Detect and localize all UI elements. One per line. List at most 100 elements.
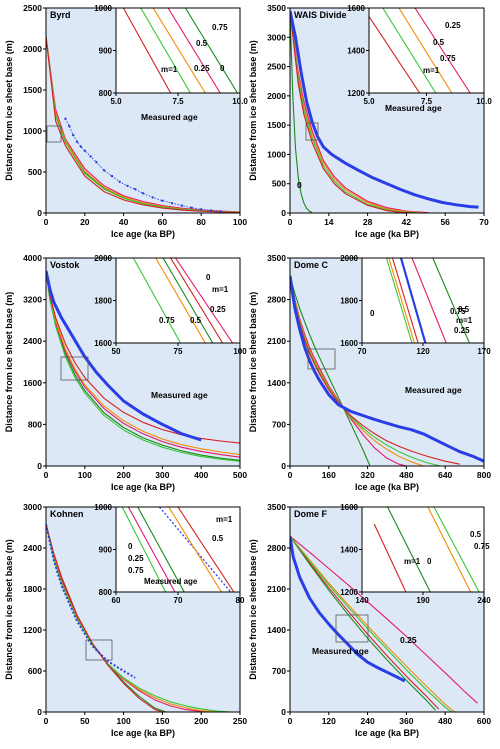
inset-x-tick-label: 10.0 <box>232 97 248 106</box>
inset-line-0-75 <box>433 507 480 592</box>
inset-y-tick-label: 1800 <box>94 297 112 306</box>
inset-line-0-75 <box>121 507 167 592</box>
inset-label: 0.5 <box>196 39 208 48</box>
inset-label: 0.5 <box>458 305 470 314</box>
inset-line-0-75 <box>132 258 181 343</box>
x-tick-label: 40 <box>119 217 129 227</box>
x-axis-label: Ice age (ka BP) <box>355 482 419 492</box>
y-tick-label: 0 <box>281 707 286 717</box>
x-tick-label: 240 <box>361 716 375 726</box>
x-tick-label: 400 <box>194 470 208 480</box>
inset-x-tick-label: 100 <box>233 347 247 356</box>
inset-x-tick-label: 140 <box>355 596 369 605</box>
annotation-label: 0 <box>297 180 302 190</box>
inset: 140 190 240 1200 1400 1600 m=1 0 0.5 0.75 <box>340 503 491 605</box>
inset-line-0-25 <box>175 258 234 343</box>
y-tick-label: 700 <box>272 419 286 429</box>
inset: 5.0 7.5 10.0 800 900 1000 0.75 0.5 m=1 0.25 0 <box>94 4 248 106</box>
y-tick-label: 1400 <box>267 378 286 388</box>
inset-series-group <box>369 8 471 93</box>
inset-label: m=1 <box>216 515 233 524</box>
y-axis-label: Distance from ice sheet base (m) <box>4 539 14 680</box>
inset-label: m=1 <box>456 316 473 325</box>
y-tick-label: 1400 <box>267 625 286 635</box>
inset-background <box>116 8 240 93</box>
series-group <box>290 275 484 466</box>
x-tick-label: 70 <box>479 217 489 227</box>
inset-y-tick-label: 800 <box>99 89 113 98</box>
inset-line-0-25 <box>127 507 176 592</box>
inset-label: 0.25 <box>445 21 461 30</box>
series-line-0-75 <box>46 270 240 462</box>
x-tick-label: 14 <box>324 217 334 227</box>
x-tick-label: 300 <box>155 470 169 480</box>
y-tick-label: 1600 <box>23 378 42 388</box>
inset-y-tick-label: 1800 <box>340 297 358 306</box>
x-tick-label: 60 <box>158 217 168 227</box>
inset-label: 0.25 <box>194 64 210 73</box>
inset-y-tick-label: 1000 <box>94 503 112 512</box>
x-tick-label: 100 <box>117 716 131 726</box>
series-line-0-25 <box>46 270 240 458</box>
inset-series-group <box>373 507 480 592</box>
inset-y-tick-label: 800 <box>99 588 113 597</box>
inset-y-tick-label: 900 <box>99 546 113 555</box>
inset-label: 0.75 <box>474 542 490 551</box>
inset-label: m=1 <box>161 65 178 74</box>
annotation-label: Measured age <box>141 112 198 122</box>
zoom-box <box>60 356 89 381</box>
inset-x-tick-label: 60 <box>112 596 121 605</box>
y-axis-label: Distance from ice sheet base (m) <box>248 539 258 680</box>
inset: 50 75 100 1600 1800 2000 0m=1 0.25 0.5 0.75 <box>94 254 247 356</box>
inset-label: 0.75 <box>440 54 456 63</box>
inset-line-0-5 <box>398 8 453 93</box>
inset-y-tick-label: 1200 <box>347 89 365 98</box>
inset-label: Measured age <box>144 577 198 586</box>
x-tick-label: 0 <box>44 716 49 726</box>
x-tick-label: 56 <box>440 217 450 227</box>
panel-title: Dome C <box>294 260 329 270</box>
series-line-m-1 <box>46 523 163 712</box>
inset-y-tick-label: 900 <box>99 47 113 56</box>
x-tick-label: 120 <box>322 716 336 726</box>
y-axis-label: Distance from ice sheet base (m) <box>4 292 14 433</box>
inset-line-0 <box>137 507 185 592</box>
y-tick-label: 0 <box>37 461 42 471</box>
x-tick-label: 500 <box>233 470 247 480</box>
inset-x-tick-label: 50 <box>112 347 121 356</box>
x-axis-label: Ice age (ka BP) <box>111 229 175 239</box>
annotation-label: Measured age <box>312 646 369 656</box>
inset-label: m=1 <box>404 557 421 566</box>
x-tick-label: 80 <box>196 217 206 227</box>
y-tick-label: 0 <box>37 707 42 717</box>
inset-line-0-75 <box>385 258 413 343</box>
x-tick-label: 20 <box>80 217 90 227</box>
inset-label: 0.75 <box>128 566 144 575</box>
x-tick-label: 480 <box>399 470 413 480</box>
inset-x-tick-label: 70 <box>358 347 367 356</box>
x-axis-label: Ice age (ka BP) <box>355 728 419 738</box>
inset-line-0-75 <box>382 8 437 93</box>
zoom-box <box>85 639 113 661</box>
x-tick-label: 28 <box>363 217 373 227</box>
x-tick-label: 0 <box>44 217 49 227</box>
annotation-label: 0.25 <box>400 635 417 645</box>
y-tick-label: 3000 <box>23 502 42 512</box>
inset-x-tick-label: 80 <box>236 596 245 605</box>
inset-background <box>116 258 240 343</box>
x-tick-label: 100 <box>233 217 247 227</box>
inset-x-tick-label: 10.0 <box>476 97 492 106</box>
series-line-measured-age <box>290 536 406 683</box>
inset-series-group <box>121 507 235 592</box>
panel-title: Vostok <box>50 260 80 270</box>
inset-y-tick-label: 1400 <box>340 546 358 555</box>
y-tick-label: 1000 <box>23 126 42 136</box>
inset-label: 0 <box>370 309 375 318</box>
y-tick-label: 3200 <box>23 295 42 305</box>
y-axis-label: Distance from ice sheet base (m) <box>248 40 258 181</box>
chart-panel-2: 0 100 200 300 400 50008001600240032004000Ice … <box>4 253 247 492</box>
inset-y-tick-label: 1400 <box>347 47 365 56</box>
inset-line-m-1 <box>170 258 224 343</box>
